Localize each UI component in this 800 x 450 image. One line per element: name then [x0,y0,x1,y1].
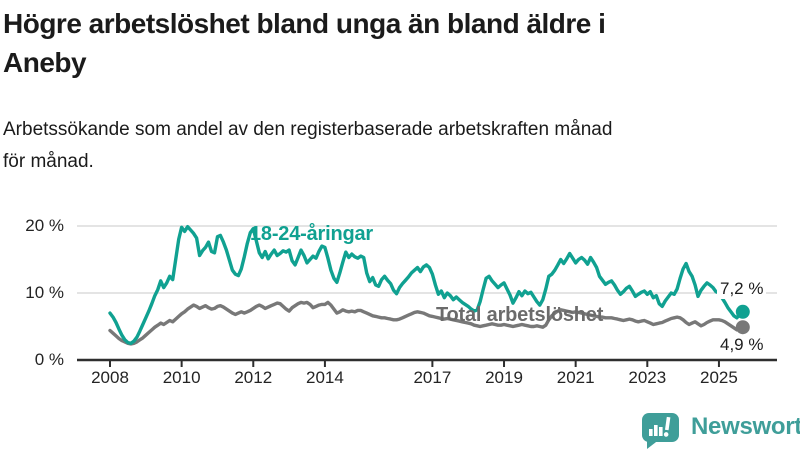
series-end-dot-total [735,320,750,335]
x-axis-tick-label: 2023 [628,368,667,387]
x-axis-tick-label: 2019 [485,368,523,387]
chart-subtitle: Arbetssökande som andel av den registerb… [3,119,613,172]
x-axis-tick-label: 2025 [700,368,738,387]
series-line-young [108,224,745,345]
end-value-label-young: 7,2 % [717,279,767,299]
series-label-total: Total arbetslöshet [436,304,604,326]
x-axis-tick-label: 2021 [556,368,595,387]
brand-name: Newsworthy [691,413,800,440]
x-axis-tick-label: 2008 [91,368,129,387]
newsworthy-logo: Newsworthy [640,410,800,450]
series-end-dot-young [735,304,750,319]
page-title: Högre arbetslöshet bland unga än bland ä… [3,8,606,78]
y-axis-tick-label: 10 % [25,283,64,302]
series-line-total [108,300,745,346]
y-axis-tick-label: 20 % [25,216,64,235]
x-axis-tick-label: 2017 [413,368,452,387]
x-axis-tick-label: 2014 [305,368,344,387]
series-label-young: 18-24-åringar [250,223,374,245]
end-value-label-total: 4,9 % [717,335,767,355]
y-axis-tick-label: 0 % [34,350,64,369]
x-axis-tick-label: 2010 [162,368,201,387]
x-axis-tick-label: 2012 [234,368,273,387]
chart-bubble-icon [642,413,679,449]
